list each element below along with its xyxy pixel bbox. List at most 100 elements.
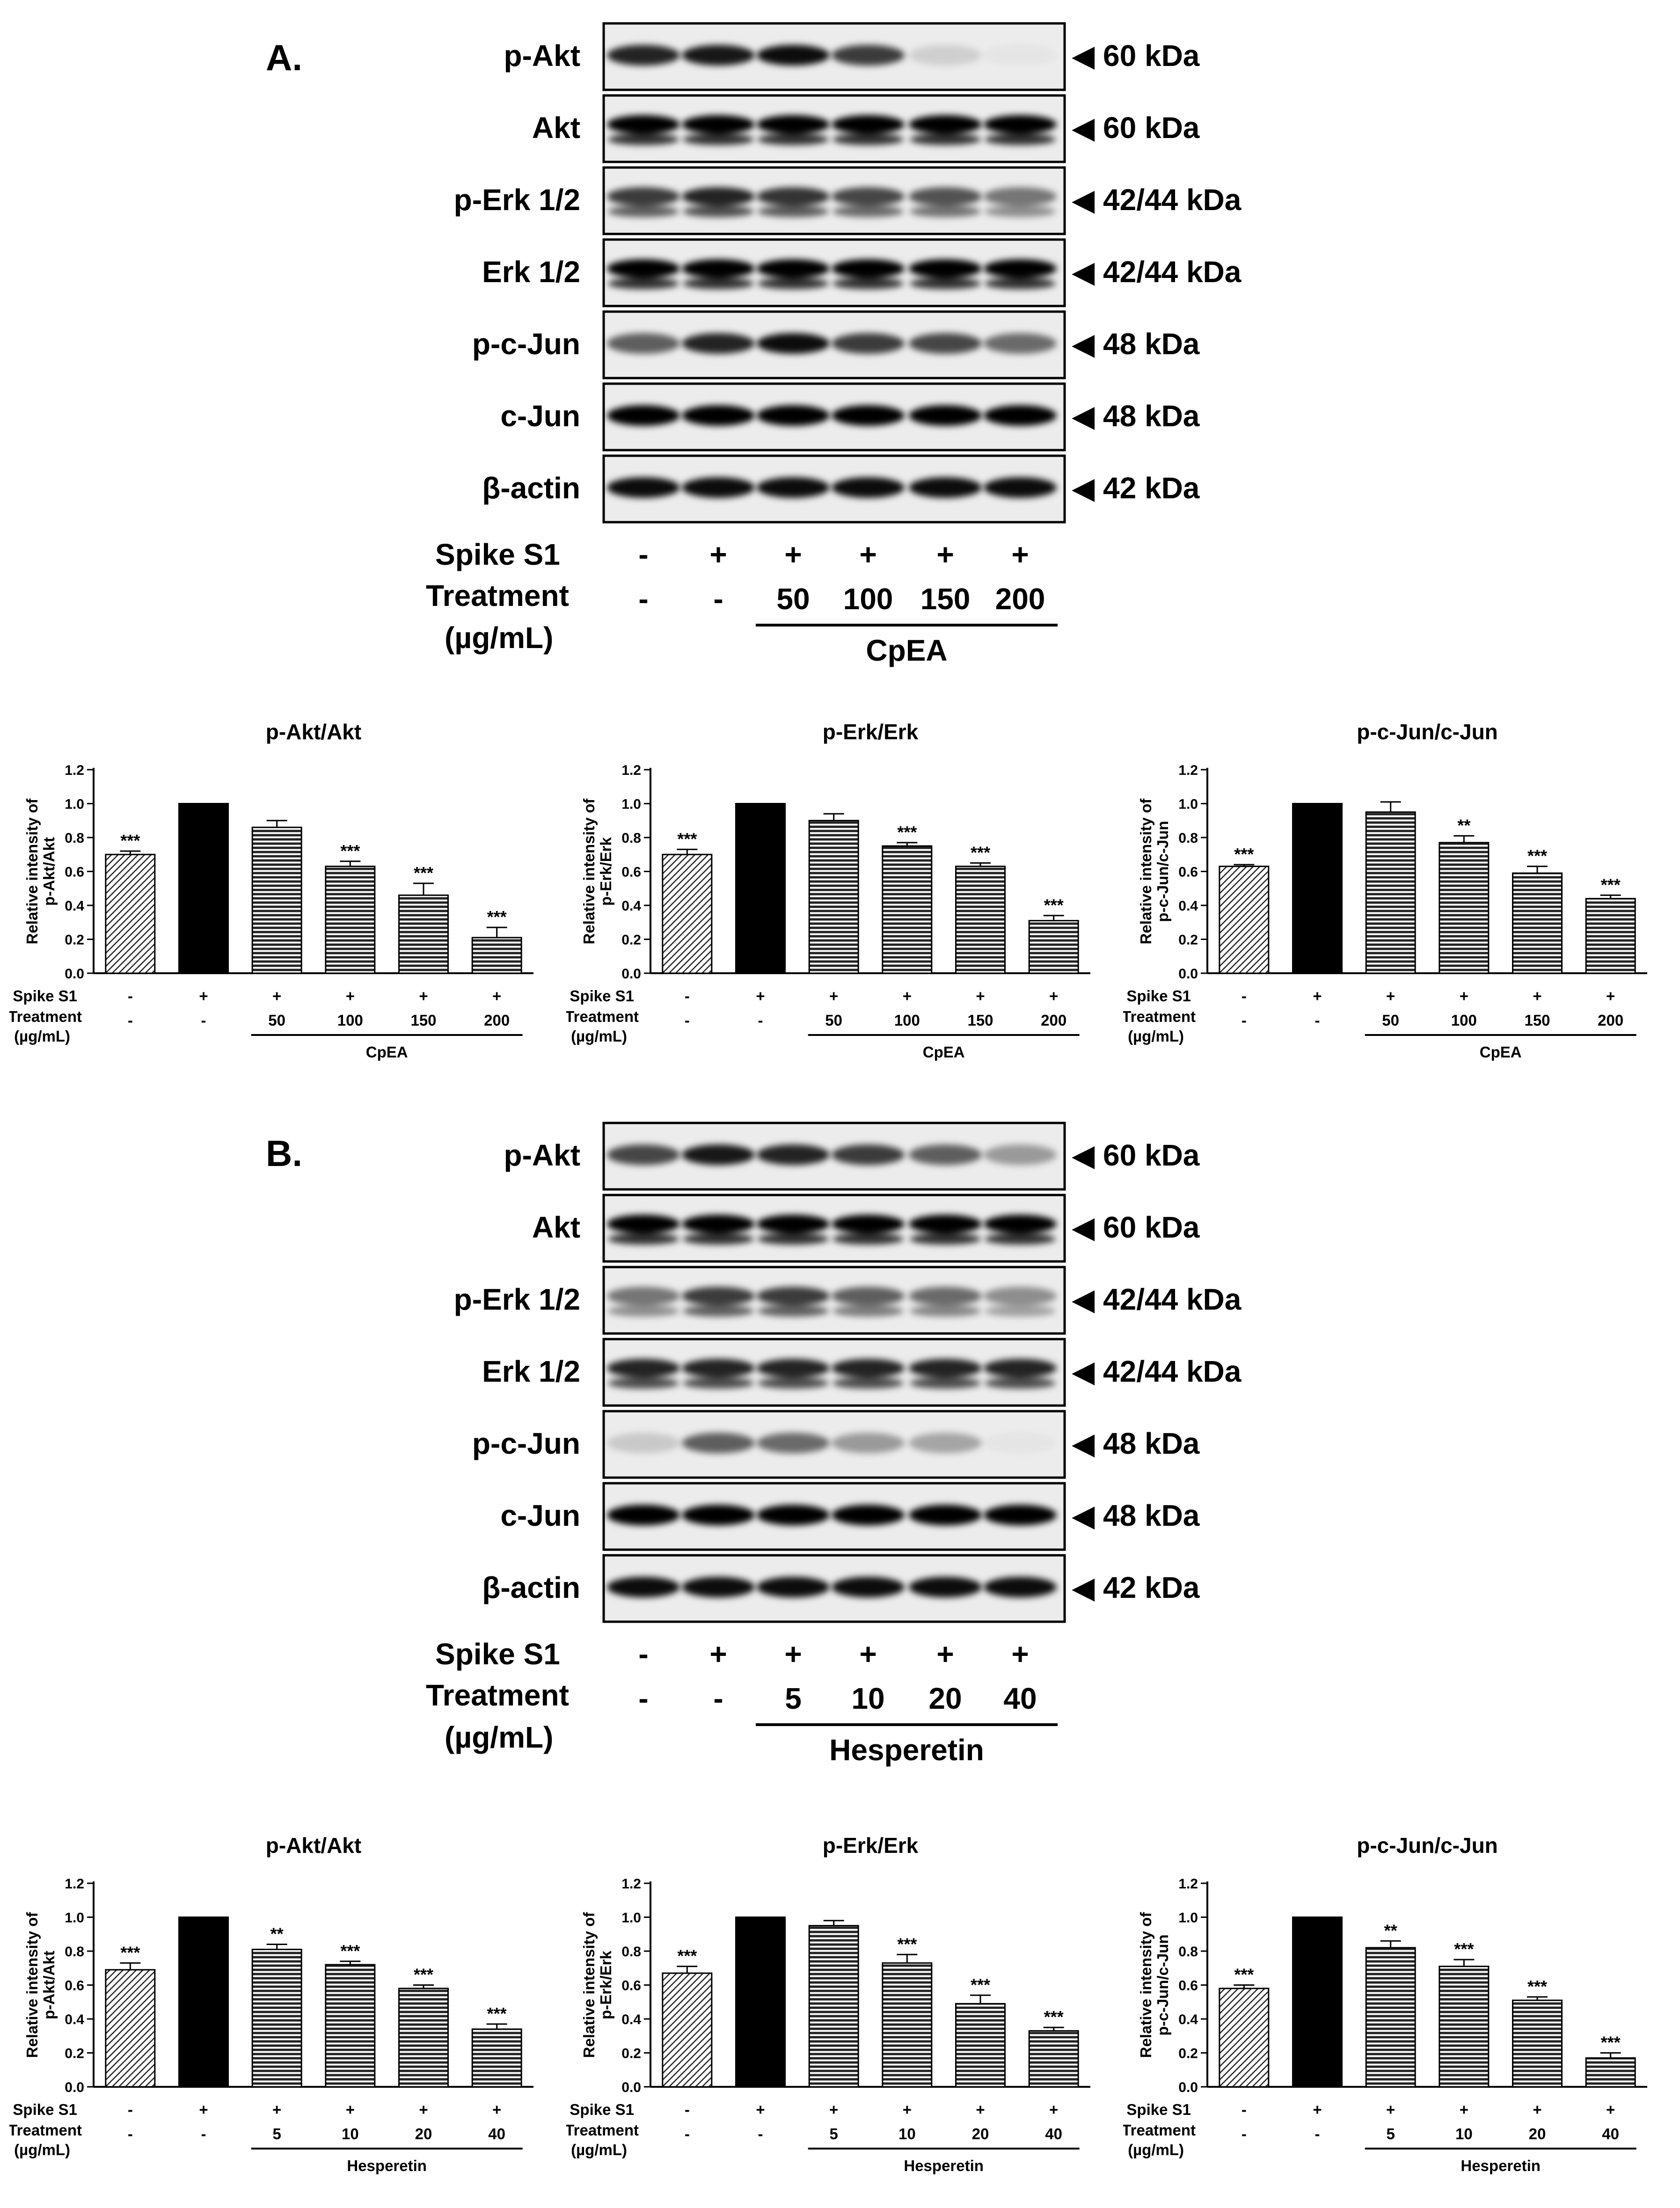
y-tick-label: 0.4: [1178, 2012, 1198, 2027]
band: [909, 1505, 982, 1525]
panel-a-letter: A.: [266, 37, 302, 78]
y-tick-label: 0.0: [621, 966, 641, 982]
band: [607, 333, 680, 354]
x-tick-label: -: [685, 1012, 690, 1029]
band: [607, 1433, 680, 1453]
spike-value: +: [1049, 987, 1058, 1005]
y-tick-label: 1.0: [65, 797, 84, 812]
y-tick-label: 0.4: [65, 2012, 84, 2027]
blot-label-3: Erk 1/2: [482, 1355, 580, 1388]
spike-value: +: [1460, 987, 1468, 1005]
y-tick-label: 0.0: [1178, 966, 1198, 982]
band: [607, 115, 680, 145]
treatment-name: Hesperetin: [829, 1733, 984, 1767]
blot-strip-6: [602, 1554, 1066, 1623]
x-tick-label: 40: [1045, 2125, 1062, 2142]
chart-a-p-akt: p-Akt/Akt Relative intensity ofp-Akt/Akt 0…: [9, 720, 533, 1061]
band: [909, 405, 982, 426]
blot-strip-3: [602, 238, 1066, 307]
spike-value: +: [1313, 987, 1322, 1005]
spike-value: +: [272, 987, 281, 1005]
band: [757, 1144, 830, 1165]
bar: [808, 1925, 859, 2088]
x-tick-label: 10: [898, 2125, 916, 2142]
band: [832, 187, 905, 217]
significance-label: ***: [1601, 875, 1621, 894]
band: [682, 1505, 755, 1525]
bar: [735, 803, 786, 974]
band: [909, 1433, 982, 1453]
band: [909, 259, 982, 289]
spike-value: +: [1313, 2101, 1322, 2118]
treatment-bracket: [756, 1723, 1058, 1726]
band: [984, 1505, 1057, 1525]
band: [757, 477, 830, 498]
significance-label: ***: [487, 907, 507, 926]
band: [682, 187, 755, 217]
unit-label: (µg/mL): [445, 621, 554, 655]
significance-label: ***: [1044, 2007, 1064, 2026]
spike-value: +: [1460, 2101, 1468, 2118]
spike-value: -: [685, 987, 690, 1005]
spike-label: Spike S1: [1126, 987, 1191, 1005]
y-tick-label: 1.2: [1178, 1876, 1198, 1892]
blot-strip-6: [602, 454, 1066, 524]
treatment-label: Treatment: [426, 1678, 569, 1712]
blot-strip-5: [602, 1482, 1066, 1551]
x-tick-label: 150: [1524, 1012, 1550, 1029]
chart-a-p-c-jun: p-c-Jun/c-Jun Relative intensity ofp-c-Ju…: [1123, 720, 1647, 1061]
band: [682, 333, 755, 354]
significance-label: ***: [677, 1946, 697, 1966]
spike-value: +: [492, 987, 501, 1005]
blot-label-2: p-Erk 1/2: [453, 1283, 580, 1316]
spike-value: +: [976, 987, 985, 1005]
kda-label-2: ◀ 42/44 kDa: [1072, 183, 1242, 217]
treatment-label: Treatment: [566, 1008, 639, 1025]
spike-value: -: [1242, 2101, 1247, 2118]
y-tick-label: 0.6: [1178, 865, 1198, 880]
unit-label: (µg/mL): [445, 1720, 554, 1754]
spike-value: +: [272, 2101, 281, 2118]
band: [984, 1433, 1057, 1453]
spike-value: +: [976, 2101, 985, 2118]
treatment-value: 50: [776, 582, 810, 616]
treatment-value: 40: [1003, 1682, 1037, 1715]
y-tick-label: 0.8: [621, 1944, 641, 1960]
blot-label-0: p-Akt: [504, 1138, 580, 1172]
bar: [1512, 1999, 1563, 2088]
band: [909, 1577, 982, 1597]
band: [607, 1287, 680, 1317]
y-tick-label: 0.0: [65, 2080, 84, 2095]
treatment-name: Hesperetin: [1461, 2157, 1541, 2174]
significance-label: ***: [1601, 2033, 1621, 2052]
spike-value: -: [1242, 987, 1247, 1005]
significance-label: ***: [971, 1975, 990, 1994]
bar: [398, 1988, 449, 2088]
significance-label: ***: [677, 829, 697, 848]
x-tick-label: -: [201, 1012, 206, 1029]
blot-strip-2: [602, 166, 1066, 235]
band: [909, 187, 982, 217]
band: [682, 45, 755, 66]
y-axis-label: Relative intensity ofp-Akt/Akt: [23, 1912, 58, 2058]
spike-value: -: [128, 2101, 133, 2118]
x-tick-label: 200: [484, 1012, 510, 1029]
band: [832, 1577, 905, 1597]
band: [607, 45, 680, 66]
bar: [398, 894, 449, 974]
treatment-label: Treatment: [1123, 2121, 1196, 2139]
band: [984, 477, 1057, 498]
band: [682, 1577, 755, 1597]
spike-value: +: [199, 987, 208, 1005]
spike-value: -: [128, 987, 133, 1005]
bar: [882, 845, 933, 974]
spike-value: +: [1386, 987, 1395, 1005]
bar: [1028, 920, 1079, 974]
y-tick-label: 1.2: [1178, 763, 1198, 778]
blot-label-5: c-Jun: [500, 399, 580, 433]
y-tick-label: 0.0: [621, 2080, 641, 2095]
treatment-value: 200: [995, 582, 1045, 616]
band: [984, 405, 1057, 426]
band: [909, 1287, 982, 1317]
bar: [471, 2028, 522, 2088]
